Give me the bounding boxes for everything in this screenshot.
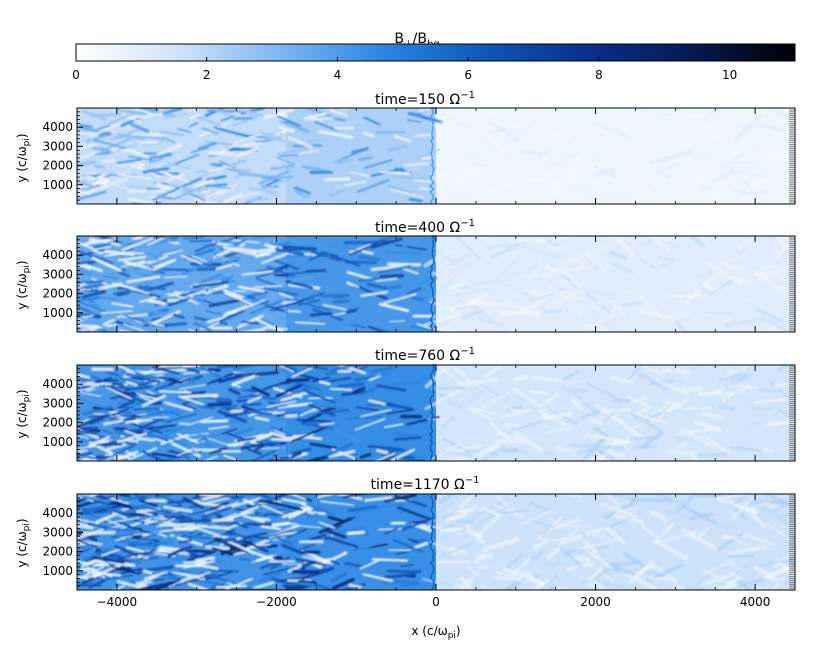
y-tick-label: 4000 xyxy=(42,506,73,520)
y-tick-label: 4000 xyxy=(42,377,73,391)
panel-2-ylabel: y (c/ωpi) xyxy=(15,260,32,309)
panel-3-title: time=760 Ω−1 xyxy=(375,346,475,364)
panel-3: 1000 2000 3000 4000 xyxy=(42,364,796,462)
panel-2: 1000 2000 3000 4000 xyxy=(42,235,796,333)
colorbar-tick-label: 0 xyxy=(72,68,80,82)
x-tick-label: 2000 xyxy=(580,595,611,609)
x-tick-label: −2000 xyxy=(256,595,297,609)
panel-1-ylabel: y (c/ωpi) xyxy=(15,133,32,182)
right-axis-ticks xyxy=(789,109,795,203)
y-tick-label: 4000 xyxy=(42,120,73,134)
y-tick-label: 3000 xyxy=(42,267,73,281)
x-tick-label: −4000 xyxy=(97,595,138,609)
colorbar-ticks: 0 2 4 6 8 10 xyxy=(72,57,737,82)
y-tick-label: 3000 xyxy=(42,396,73,410)
colorbar-tick-label: 4 xyxy=(334,68,342,82)
panel-4-ylabel: y (c/ωpi) xyxy=(15,518,32,567)
shock-front xyxy=(429,235,436,333)
panel-1-title: time=150 Ω−1 xyxy=(375,90,475,108)
right-axis-ticks xyxy=(789,495,795,589)
shock-front xyxy=(429,493,436,591)
colorbar-tick-label: 6 xyxy=(464,68,472,82)
shock-band xyxy=(286,108,436,204)
shock-front xyxy=(429,364,436,462)
y-tick-label: 2000 xyxy=(42,287,73,301)
right-axis-ticks xyxy=(789,237,795,331)
shock-front xyxy=(429,107,436,205)
panels: 1000 2000 3000 4000 1000 2000 3000 4000 1000 2000… xyxy=(42,107,796,609)
y-tick-label: 3000 xyxy=(42,139,73,153)
turbulence xyxy=(77,236,795,332)
y-tick-label: 2000 xyxy=(42,545,73,559)
panel-4: 1000 2000 3000 4000 −4000 −2000 0 2000 4000 xyxy=(42,493,796,609)
colorbar xyxy=(75,43,796,62)
colorbar-tick-label: 2 xyxy=(203,68,211,82)
y-tick-label: 1000 xyxy=(42,564,73,578)
x-tick-label: 4000 xyxy=(740,595,771,609)
y-tick-label: 2000 xyxy=(42,159,73,173)
panel-2-title: time=400 Ω−1 xyxy=(375,218,475,236)
colorbar-tick-label: 10 xyxy=(722,68,737,82)
y-tick-label: 1000 xyxy=(42,435,73,449)
right-axis-ticks xyxy=(789,366,795,460)
y-tick-label: 2000 xyxy=(42,416,73,430)
y-tick-label: 1000 xyxy=(42,178,73,192)
panel-3-ylabel: y (c/ωpi) xyxy=(15,389,32,438)
y-tick-label: 3000 xyxy=(42,525,73,539)
turbulence xyxy=(77,365,795,461)
turbulence xyxy=(77,108,795,204)
y-tick-label: 1000 xyxy=(42,306,73,320)
panel-4-title: time=1170 Ω−1 xyxy=(371,475,480,493)
x-axis-label: x (c/ωpi) xyxy=(411,624,460,641)
panel-1: 1000 2000 3000 4000 xyxy=(42,107,796,205)
x-tick-label: 0 xyxy=(432,595,440,609)
turbulence xyxy=(77,494,795,590)
y-tick-label: 4000 xyxy=(42,248,73,262)
colorbar-tick-label: 8 xyxy=(595,68,603,82)
